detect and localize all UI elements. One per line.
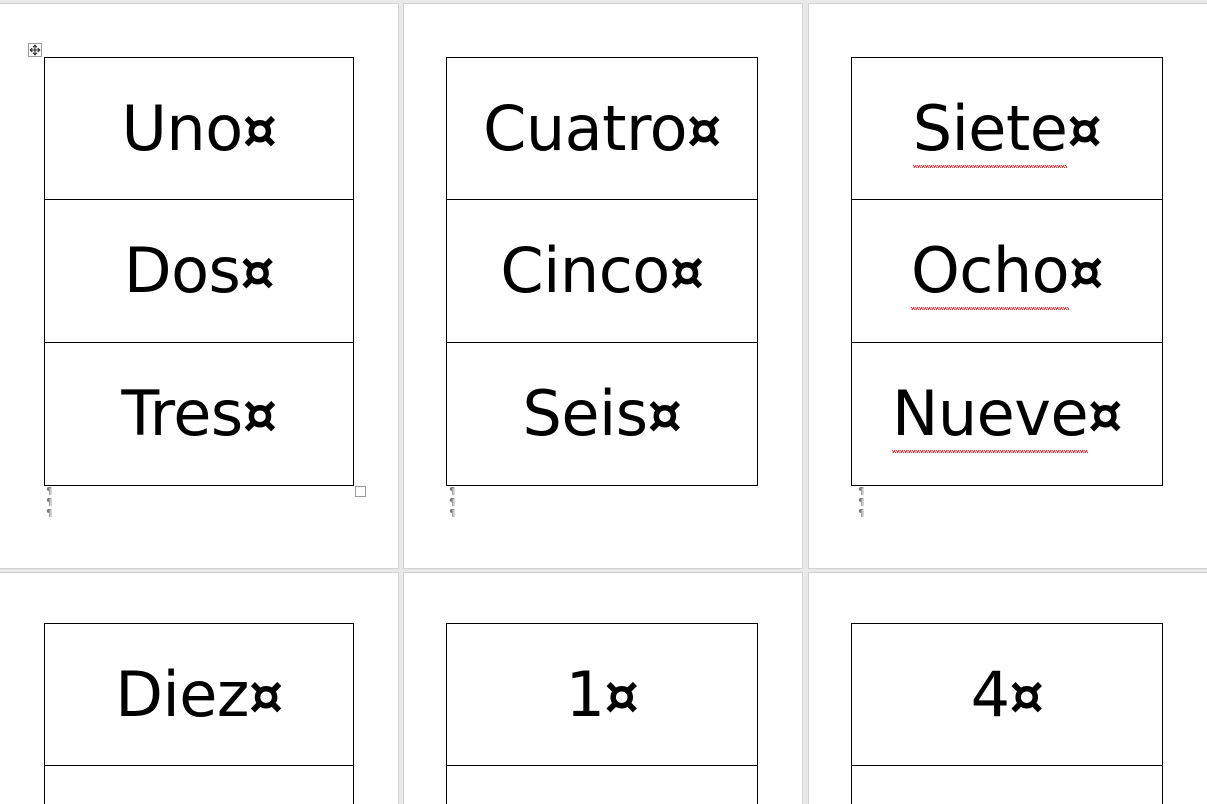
label-word: Cuatro: [483, 91, 688, 165]
label-cell[interactable]: Cuatro¤: [446, 57, 758, 200]
table-row[interactable]: Ocho¤: [851, 199, 1163, 343]
label-cell-text: Tres¤: [121, 383, 277, 446]
end-of-cell-mark: ¤: [687, 97, 721, 161]
label-cell[interactable]: 4¤: [851, 623, 1163, 766]
label-table-5[interactable]: 1¤: [446, 623, 758, 804]
table-row[interactable]: Dos¤: [44, 199, 354, 343]
label-word: Siete: [912, 91, 1068, 170]
table-row[interactable]: Tres¤: [44, 342, 354, 486]
label-cell[interactable]: Seis¤: [446, 342, 758, 486]
pilcrow-mark: ¶: [449, 497, 456, 508]
label-cell[interactable]: Diez¤: [44, 623, 354, 766]
label-table-4[interactable]: Diez¤: [44, 623, 354, 804]
label-cell[interactable]: Ocho¤: [851, 199, 1163, 343]
paragraph-marks-group: ¶ ¶ ¶: [858, 486, 865, 519]
label-table-6[interactable]: 4¤: [851, 623, 1163, 804]
label-cell[interactable]: [44, 765, 354, 804]
label-cell-text: 4¤: [971, 663, 1044, 727]
label-cell-text: Uno¤: [122, 97, 277, 161]
page-6: 4¤: [809, 573, 1207, 804]
label-word: Seis: [522, 377, 649, 450]
page-1: Uno¤ Dos¤ Tres¤: [0, 4, 398, 568]
label-cell-text: Seis¤: [523, 383, 682, 445]
table-row[interactable]: Cinco¤: [446, 199, 758, 343]
end-of-cell-mark: ¤: [242, 383, 277, 446]
page-4: Diez¤: [0, 573, 398, 804]
label-table-2[interactable]: Cuatro¤ Cinco¤ Seis¤: [446, 57, 758, 486]
end-of-cell-mark: ¤: [240, 240, 275, 303]
label-word: Ocho: [911, 234, 1070, 312]
label-cell[interactable]: [851, 765, 1163, 804]
end-of-cell-mark: ¤: [1088, 383, 1122, 446]
label-cell-text: Cinco¤: [500, 240, 704, 303]
table-row[interactable]: 4¤: [851, 623, 1163, 766]
pilcrow-mark: ¶: [858, 486, 865, 497]
label-cell[interactable]: Uno¤: [44, 57, 354, 200]
table-row[interactable]: Uno¤: [44, 57, 354, 200]
pilcrow-mark: ¶: [858, 497, 865, 508]
pilcrow-mark: ¶: [449, 508, 456, 519]
table-resize-handle[interactable]: [355, 486, 366, 497]
label-cell-text: Dos¤: [124, 240, 275, 303]
move-cross-icon: [29, 44, 41, 56]
end-of-cell-mark: ¤: [604, 663, 639, 727]
label-cell-text: Siete¤: [912, 91, 1102, 170]
table-row[interactable]: Nueve¤: [851, 342, 1163, 486]
paragraph-marks-group: ¶ ¶ ¶: [46, 486, 53, 519]
page-2: Cuatro¤ Cinco¤ Seis¤: [404, 4, 802, 568]
label-cell[interactable]: Tres¤: [44, 342, 354, 486]
end-of-cell-mark: ¤: [647, 383, 682, 446]
label-cell[interactable]: 1¤: [446, 623, 758, 766]
pilcrow-mark: ¶: [46, 497, 53, 508]
table-row[interactable]: Cuatro¤: [446, 57, 758, 200]
table-row[interactable]: [44, 765, 354, 804]
label-word: 4: [970, 657, 1010, 731]
paragraph-marks-group: ¶ ¶ ¶: [449, 486, 456, 519]
label-cell[interactable]: [446, 765, 758, 804]
table-row[interactable]: [851, 765, 1163, 804]
label-cell[interactable]: Dos¤: [44, 199, 354, 343]
label-word: 1: [565, 657, 605, 731]
end-of-cell-mark: ¤: [1009, 663, 1044, 727]
table-row[interactable]: [446, 765, 758, 804]
label-cell-text: Nueve¤: [891, 377, 1122, 455]
label-word: Uno: [121, 91, 244, 165]
page-3: Siete¤ Ocho¤ Nueve¤: [809, 4, 1207, 568]
label-word: Tres: [121, 377, 243, 450]
end-of-cell-mark: ¤: [1069, 240, 1103, 303]
pilcrow-mark: ¶: [46, 486, 53, 497]
label-cell[interactable]: Cinco¤: [446, 199, 758, 343]
pilcrow-mark: ¶: [46, 508, 53, 519]
label-word: Dos: [123, 234, 241, 307]
label-table-3[interactable]: Siete¤ Ocho¤ Nueve¤: [851, 57, 1163, 486]
table-move-handle[interactable]: [28, 43, 42, 57]
label-word: Nueve: [891, 377, 1089, 455]
table-row[interactable]: Seis¤: [446, 342, 758, 486]
label-word: Cinco: [500, 234, 670, 307]
label-cell[interactable]: Siete¤: [851, 57, 1163, 200]
label-cell-text: Diez¤: [115, 663, 283, 727]
label-word: Diez: [115, 657, 249, 731]
label-cell-text: Ocho¤: [911, 234, 1103, 312]
pilcrow-mark: ¶: [858, 508, 865, 519]
pilcrow-mark: ¶: [449, 486, 456, 497]
end-of-cell-mark: ¤: [248, 663, 283, 727]
end-of-cell-mark: ¤: [669, 240, 704, 303]
page-5: 1¤: [404, 573, 802, 804]
label-cell[interactable]: Nueve¤: [851, 342, 1163, 486]
table-row[interactable]: Diez¤: [44, 623, 354, 766]
table-row[interactable]: Siete¤: [851, 57, 1163, 200]
end-of-cell-mark: ¤: [1067, 97, 1102, 161]
end-of-cell-mark: ¤: [242, 97, 277, 161]
label-cell-text: Cuatro¤: [483, 97, 721, 161]
label-cell-text: 1¤: [566, 663, 639, 727]
table-row[interactable]: 1¤: [446, 623, 758, 766]
label-table-1[interactable]: Uno¤ Dos¤ Tres¤: [44, 57, 354, 486]
